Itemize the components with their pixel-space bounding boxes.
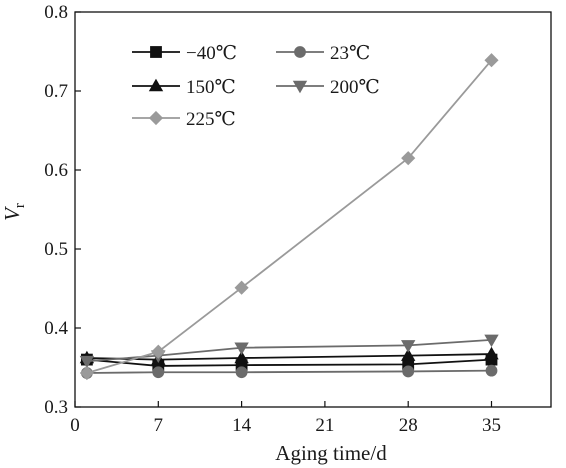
y-axis-title-main: V — [0, 206, 24, 221]
legend-item: 23℃ — [276, 43, 370, 64]
y-tick-label: 0.3 — [44, 397, 68, 418]
legend-marker — [292, 80, 308, 94]
data-point — [401, 151, 416, 166]
y-tick-label: 0.8 — [44, 2, 68, 23]
legend-marker — [148, 110, 164, 126]
legend-marker — [294, 46, 306, 58]
legend-marker — [150, 46, 162, 58]
x-tick-label: 7 — [154, 415, 164, 436]
legend-marker — [148, 78, 164, 92]
legend-item: 150℃ — [132, 77, 236, 98]
data-point — [484, 346, 499, 360]
legend-item: 200℃ — [276, 77, 380, 98]
data-point — [402, 365, 415, 378]
legend-item: −40℃ — [132, 43, 237, 64]
data-point — [234, 342, 249, 356]
y-tick-label: 0.7 — [44, 81, 68, 102]
legend-label: 150℃ — [186, 77, 236, 98]
series-line — [86, 358, 492, 367]
legend-item: 225℃ — [132, 109, 236, 130]
y-tick-label: 0.5 — [44, 239, 68, 260]
legend-label: 225℃ — [186, 109, 236, 130]
data-point — [484, 334, 499, 348]
x-tick-label: 28 — [399, 415, 418, 436]
x-tick-label: 21 — [315, 415, 334, 436]
x-axis-title: Aging time/d — [275, 441, 387, 465]
data-point — [235, 366, 248, 379]
y-tick-label: 0.4 — [44, 318, 68, 339]
series-group — [79, 53, 499, 381]
x-tick-label: 14 — [232, 415, 252, 436]
data-point — [485, 364, 498, 377]
data-point — [151, 344, 166, 359]
series-5 — [79, 53, 499, 381]
legend: −40℃ 23℃ 150℃ 200℃ 225℃ — [132, 43, 380, 130]
y-tick-label: 0.6 — [44, 160, 68, 181]
data-point — [401, 348, 416, 361]
series-line — [86, 59, 493, 374]
x-tick-label: 0 — [70, 415, 80, 436]
axis-ticks: 0 7 14 21 28 35 0.3 0.4 0.5 0.6 0.7 0.8 — [44, 2, 501, 436]
y-axis-title-sub: r — [12, 203, 28, 208]
data-point — [79, 365, 94, 381]
y-axis-title: Vr — [0, 203, 28, 221]
data-point — [484, 53, 499, 68]
series-2 — [81, 364, 498, 379]
x-tick-label: 35 — [482, 415, 501, 436]
legend-label: −40℃ — [186, 43, 237, 64]
data-point — [152, 366, 165, 379]
plot-frame — [74, 11, 552, 408]
data-point — [401, 340, 416, 353]
data-point — [234, 350, 249, 364]
data-point — [79, 355, 95, 369]
legend-label: 23℃ — [330, 43, 370, 64]
series-line — [86, 369, 492, 374]
legend-label: 200℃ — [330, 77, 380, 98]
data-point — [234, 280, 249, 295]
